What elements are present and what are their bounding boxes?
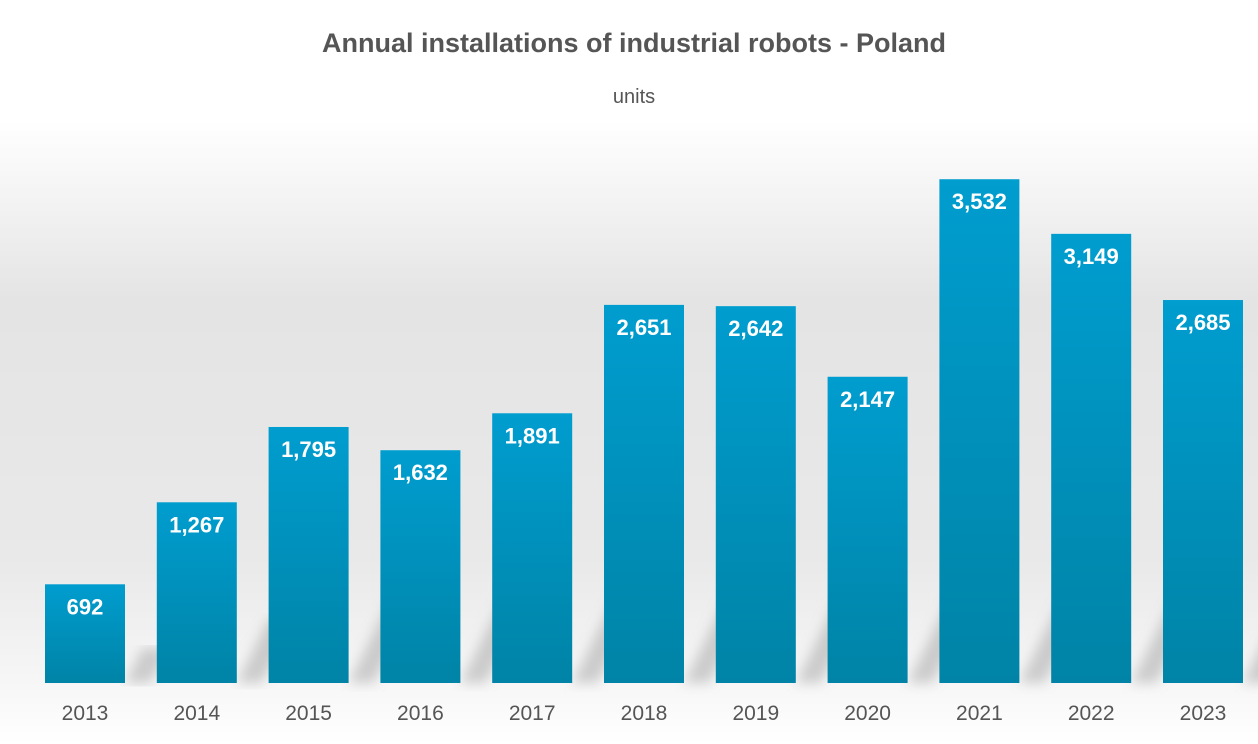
bar-2019: [715, 306, 796, 683]
bar-2013: [45, 584, 125, 683]
x-tick-label: 2018: [621, 702, 668, 725]
bar-2015: [268, 426, 349, 683]
x-tick-label: 2023: [1180, 702, 1227, 725]
x-tick-label: 2016: [397, 702, 444, 725]
x-tick-label: 2013: [62, 702, 109, 725]
chart-subtitle: units: [612, 86, 656, 108]
bar-2020: [827, 376, 908, 683]
x-tick-label: 2020: [844, 702, 891, 725]
data-label: 692: [67, 594, 104, 619]
data-label: 2,685: [1175, 310, 1230, 335]
x-tick-label: 2017: [509, 702, 556, 725]
bar-2021: [939, 179, 1020, 683]
x-tick-label: 2015: [285, 702, 332, 725]
bar-2014: [156, 502, 237, 683]
x-tick-label: 2019: [732, 702, 779, 725]
data-label: 2,651: [616, 315, 671, 340]
bar-2022: [1051, 233, 1132, 684]
bar-2018: [604, 304, 684, 683]
bar-2017: [492, 413, 573, 683]
x-tick-label: 2014: [173, 702, 220, 725]
chart-title: Annual installations of industrial robot…: [321, 28, 947, 58]
data-label: 1,632: [393, 460, 448, 485]
data-label: 1,891: [505, 423, 560, 448]
data-label: 3,149: [1064, 244, 1119, 269]
x-tick-label: 2022: [1068, 702, 1115, 725]
data-label: 2,642: [728, 316, 783, 341]
bar-2016: [380, 450, 461, 683]
data-label: 2,147: [840, 387, 895, 412]
bar-shadow: [1243, 653, 1258, 683]
data-label: 3,532: [952, 189, 1007, 214]
data-label: 1,795: [281, 437, 336, 462]
x-tick-label: 2021: [956, 702, 1003, 725]
data-label: 1,267: [169, 512, 224, 537]
bar-2023: [1163, 300, 1243, 683]
